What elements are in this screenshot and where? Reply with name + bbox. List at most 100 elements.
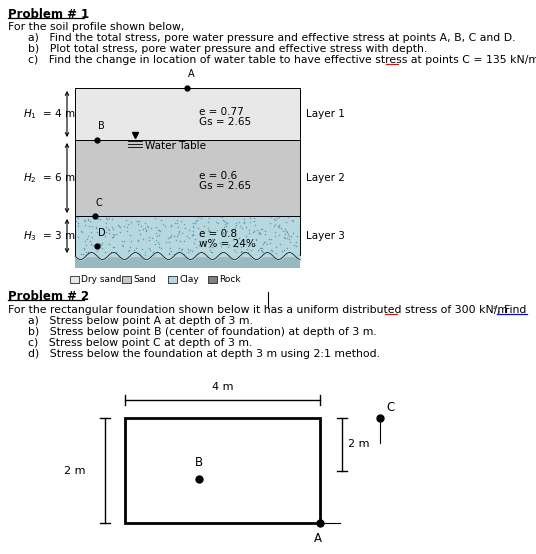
Point	[192, 217, 200, 225]
Point	[102, 214, 111, 223]
Text: $H_1$  = 4 m: $H_1$ = 4 m	[23, 107, 76, 121]
Point	[88, 222, 96, 230]
Point	[271, 227, 279, 236]
Point	[218, 228, 227, 237]
Point	[77, 227, 86, 235]
Point	[154, 243, 163, 252]
Point	[107, 233, 116, 242]
Point	[285, 232, 293, 241]
Text: a)   Stress below point A at depth of 3 m.: a) Stress below point A at depth of 3 m.	[28, 316, 253, 326]
Point	[80, 237, 89, 245]
Text: Sand: Sand	[133, 275, 156, 284]
Point	[281, 229, 289, 238]
Point	[164, 249, 173, 258]
Text: 2 m: 2 m	[348, 439, 369, 449]
Point	[112, 229, 121, 238]
Point	[244, 226, 253, 235]
Text: b)   Stress below point B (center of foundation) at depth of 3 m.: b) Stress below point B (center of found…	[28, 327, 377, 337]
Point	[265, 239, 274, 248]
Point	[125, 230, 134, 239]
Point	[184, 247, 192, 256]
Point	[222, 217, 230, 226]
Point	[221, 219, 229, 228]
Point	[140, 224, 149, 233]
Point	[203, 218, 212, 227]
Point	[166, 243, 175, 252]
Point	[271, 243, 280, 252]
Point	[230, 245, 239, 254]
Point	[244, 248, 252, 257]
Bar	[75, 140, 300, 216]
Text: , Find: , Find	[497, 305, 526, 315]
Text: 4 m: 4 m	[212, 382, 233, 392]
Point	[186, 245, 195, 254]
Point	[142, 226, 150, 235]
Point	[107, 222, 116, 231]
Point	[232, 248, 241, 257]
Text: b)   Plot total stress, pore water pressure and effective stress with depth.: b) Plot total stress, pore water pressur…	[28, 44, 427, 54]
Point	[218, 229, 227, 238]
Point	[252, 235, 260, 244]
Point	[258, 246, 266, 255]
Text: For the rectangular foundation shown below it has a uniform distributed stress o: For the rectangular foundation shown bel…	[8, 305, 508, 315]
Point	[220, 223, 228, 232]
Point	[242, 223, 250, 232]
Point	[274, 230, 283, 239]
Point	[280, 224, 289, 233]
Point	[73, 218, 82, 227]
Text: Clay: Clay	[179, 275, 199, 284]
Point	[272, 214, 281, 223]
Point	[249, 227, 258, 235]
Point	[135, 217, 143, 225]
Point	[136, 249, 145, 258]
Point	[222, 222, 230, 230]
Bar	[75, 216, 300, 256]
Point	[154, 240, 163, 249]
Point	[271, 220, 279, 229]
Point	[161, 222, 169, 231]
Point	[144, 223, 153, 232]
Point	[79, 216, 88, 224]
Point	[240, 218, 248, 227]
Point	[133, 219, 142, 228]
Point	[73, 232, 82, 241]
Point	[108, 215, 116, 224]
Point	[189, 223, 197, 232]
Point	[133, 217, 142, 225]
Point	[279, 233, 288, 242]
Point	[279, 246, 288, 255]
Point	[260, 230, 269, 239]
Point	[170, 249, 178, 258]
Text: B: B	[98, 121, 105, 131]
Point	[241, 239, 250, 248]
Point	[136, 229, 144, 238]
Bar	[122, 276, 131, 283]
Point	[105, 225, 114, 234]
Point	[157, 216, 166, 224]
Point	[224, 243, 233, 252]
Point	[255, 228, 263, 237]
Text: ²: ²	[493, 305, 496, 314]
Point	[223, 219, 232, 228]
Point	[214, 219, 222, 228]
Point	[266, 219, 275, 228]
Point	[227, 231, 236, 240]
Point	[188, 247, 197, 256]
Point	[283, 243, 292, 252]
Point	[143, 221, 151, 230]
Point	[292, 238, 301, 247]
Point	[232, 234, 241, 243]
Point	[138, 244, 147, 253]
Point	[245, 218, 254, 227]
Point	[232, 220, 240, 229]
Point	[167, 220, 176, 229]
Point	[86, 239, 95, 248]
Point	[140, 247, 149, 256]
Point	[175, 228, 183, 237]
Point	[212, 218, 221, 227]
Point	[101, 223, 110, 232]
Text: 2 m: 2 m	[63, 465, 85, 475]
Point	[235, 218, 243, 227]
Point	[271, 249, 280, 258]
Point	[77, 249, 85, 258]
